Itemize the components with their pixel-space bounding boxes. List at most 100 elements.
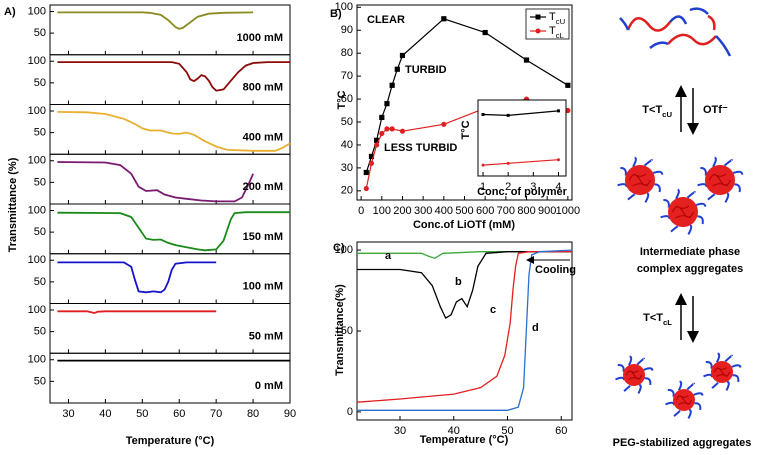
y-tick-label: 0 xyxy=(347,406,353,418)
y-tick-label: 100 xyxy=(28,254,46,266)
x-axis-label: Conc. of polymer xyxy=(477,186,568,198)
x-tick-label: 500 xyxy=(455,205,473,217)
x-tick-label: 1000 xyxy=(556,205,580,217)
y-tick-label: 100 xyxy=(28,155,46,167)
inset-bg xyxy=(478,100,566,176)
peg-chain xyxy=(723,159,734,167)
y-axis-label: T°C xyxy=(336,90,348,109)
panel-label: B) xyxy=(330,8,342,20)
peg-chain xyxy=(686,382,695,391)
condition-label: T<TcL xyxy=(643,312,672,327)
series-label: 800 mM xyxy=(243,82,283,94)
marker xyxy=(441,16,447,22)
peg-chain xyxy=(734,183,741,193)
curve-label: a xyxy=(385,250,392,262)
aggregate xyxy=(660,188,707,235)
x-tick-label: 0 xyxy=(358,205,364,217)
condition-label: T<TcU xyxy=(642,104,672,119)
y-axis-label: T°C xyxy=(460,120,472,139)
peg-chain xyxy=(725,380,730,391)
series-line xyxy=(57,310,217,314)
y-tick-label: 50 xyxy=(341,325,353,337)
marker xyxy=(556,109,560,113)
peg-chain xyxy=(697,215,704,225)
marker xyxy=(368,160,375,166)
x-axis-label: Temperature (°C) xyxy=(420,434,509,446)
marker xyxy=(565,82,571,88)
y-tick-label: 50 xyxy=(34,276,46,288)
marker xyxy=(481,112,485,116)
y-tick-label: 50 xyxy=(34,127,46,139)
core-texture xyxy=(625,370,643,380)
marker xyxy=(368,153,375,160)
aggregate xyxy=(617,156,664,203)
curve-label: d xyxy=(532,322,539,334)
y-tick-label: 50 xyxy=(34,375,46,387)
x-tick-label: 30 xyxy=(62,408,74,420)
series-line xyxy=(57,111,291,152)
y-tick-label: 50 xyxy=(341,116,353,128)
series-label: 1000 mM xyxy=(237,32,283,44)
series-line xyxy=(57,11,254,30)
peg-chain xyxy=(637,383,642,394)
y-tick-label: 50 xyxy=(34,226,46,238)
x-tick-label: 50 xyxy=(136,408,148,420)
y-tick-label: 100 xyxy=(28,105,46,117)
region-label: LESS TURBID xyxy=(384,142,457,154)
y-tick-label: 100 xyxy=(28,304,46,316)
stage-label: PEG-stabilized aggregates xyxy=(613,437,752,449)
marker xyxy=(374,142,380,148)
x-tick-label: 900 xyxy=(538,205,556,217)
x-axis-label: Temperature (°C) xyxy=(126,435,215,447)
marker xyxy=(399,52,406,59)
marker xyxy=(363,185,369,192)
peg-chain xyxy=(644,192,650,203)
curve-label: c xyxy=(490,304,496,316)
peg-chain xyxy=(687,224,693,235)
x-tick-label: 600 xyxy=(476,205,494,217)
peg-chain xyxy=(644,377,652,386)
peg-chain xyxy=(620,166,627,176)
core-texture xyxy=(675,395,693,405)
y-tick-label: 50 xyxy=(34,27,46,39)
y-tick-label: 100 xyxy=(28,204,46,216)
y-tick-label: 100 xyxy=(28,5,46,17)
peg-chain xyxy=(643,367,654,371)
x-tick-label: 800 xyxy=(517,205,535,217)
peg-chain xyxy=(652,170,664,175)
series-label: 50 mM xyxy=(249,330,283,342)
panel-label: C) xyxy=(333,242,345,254)
series-label: 100 mM xyxy=(243,281,283,293)
peg-chain xyxy=(724,192,730,203)
series-line xyxy=(57,261,217,294)
marker xyxy=(506,113,510,117)
y-tick-label: 50 xyxy=(34,77,46,89)
region-label: TURBID xyxy=(405,64,447,76)
legend-label: TcL xyxy=(549,25,565,40)
aggregate xyxy=(703,352,742,391)
x-tick-label: 300 xyxy=(414,205,432,217)
marker xyxy=(394,66,400,72)
peg-chain xyxy=(675,188,680,200)
peg-chain xyxy=(732,374,740,383)
x-tick-label: 1 xyxy=(480,181,486,193)
x-tick-label: 30 xyxy=(394,425,406,437)
peg-chain xyxy=(632,156,637,168)
y-tick-label: 50 xyxy=(34,176,46,188)
marker xyxy=(482,29,488,36)
y-axis-label: Transmittance (%) xyxy=(7,157,19,252)
polymer-chains xyxy=(619,7,732,57)
aggregate xyxy=(615,355,654,394)
y-tick-label: 100 xyxy=(335,244,353,256)
marker xyxy=(379,114,385,121)
x-tick-label: 700 xyxy=(497,205,515,217)
ion-label: OTf⁻ xyxy=(703,104,728,116)
peg-chain xyxy=(693,392,704,396)
marker xyxy=(363,169,369,176)
plot-frame xyxy=(477,99,567,177)
marker xyxy=(506,161,510,165)
x-tick-label: 100 xyxy=(373,205,391,217)
series-label: 400 mM xyxy=(243,131,283,143)
series-line xyxy=(57,161,254,203)
peg-chain xyxy=(643,159,654,167)
